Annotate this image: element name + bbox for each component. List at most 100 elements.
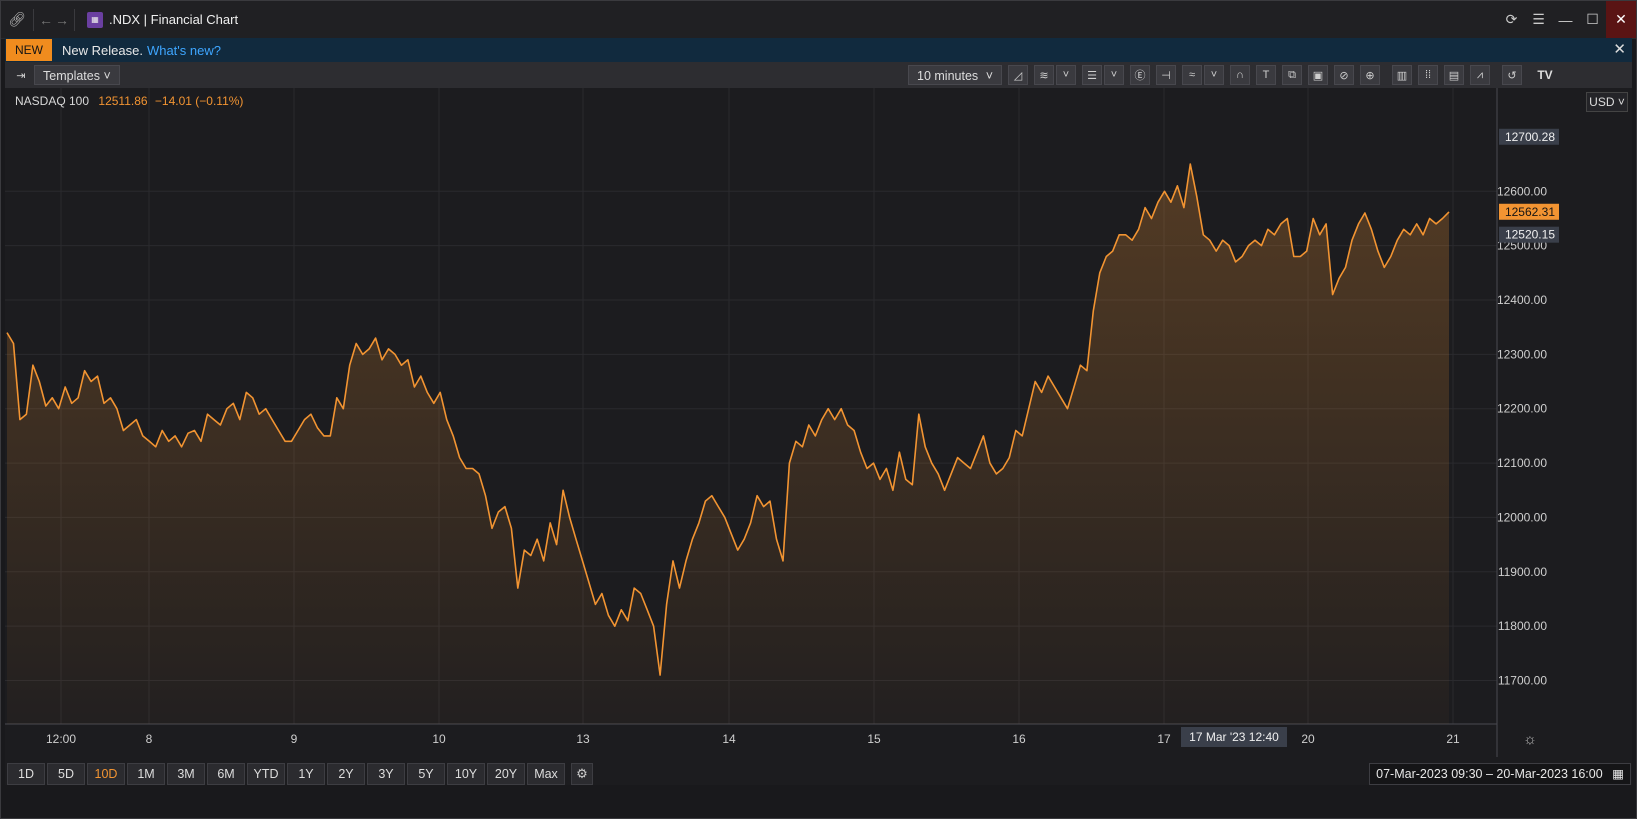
crosshair-icon[interactable]: ⊣ (1156, 65, 1176, 85)
chart-toolbar: ⇥ Templates ˅ 10 minutes ˅ ◿ ≋ ˅ ☰ ˅ Ⓔ ⊣… (5, 62, 1632, 89)
interval-label: 10 minutes (917, 69, 979, 83)
last-price-marker: 12562.31 (1505, 205, 1555, 219)
x-tick-label: 20 (1301, 732, 1315, 746)
x-tick-label: 15 (867, 732, 881, 746)
notification-text: New Release. (62, 42, 143, 58)
events-icon[interactable]: Ⓔ (1130, 65, 1150, 85)
chevron-down-icon[interactable]: ˅ (1204, 65, 1224, 85)
sun-icon[interactable]: ☼ (1523, 731, 1537, 748)
templates-dropdown[interactable]: Templates ˅ (34, 65, 120, 85)
x-tick-label: 14 (722, 732, 736, 746)
new-badge: NEW (6, 39, 52, 61)
currency-dropdown[interactable]: USD ˅ (1586, 92, 1628, 112)
x-tick-label: 10 (432, 732, 446, 746)
erase-icon[interactable]: ⊘ (1334, 65, 1354, 85)
chart-area[interactable]: 12600.00 12500.00 12400.00 12300.00 12200.00… (5, 88, 1632, 757)
minimize-button[interactable]: — (1558, 11, 1573, 28)
y-tick-label: 12000.00 (1497, 510, 1547, 524)
range-button-1d[interactable]: 1D (7, 763, 45, 785)
x-tick-label: 21 (1446, 732, 1460, 746)
high-price-marker: 12700.28 (1505, 130, 1555, 144)
x-tick-label: 8 (146, 732, 153, 746)
date-range-picker[interactable]: 07-Mar-2023 09:30 – 20-Mar-2023 16:00 ▦ (1369, 763, 1631, 785)
y-tick-label: 11900.00 (1498, 565, 1547, 579)
range-button-10d[interactable]: 10D (87, 763, 125, 785)
window-title: .NDX | Financial Chart (109, 12, 239, 27)
y-tick-label: 12100.00 (1497, 456, 1547, 470)
area-chart-icon[interactable]: ◿ (1008, 65, 1028, 85)
y-tick-label: 12200.00 (1497, 402, 1547, 416)
x-tick-label: 13 (576, 732, 590, 746)
shape-icon[interactable]: ⧉ (1282, 65, 1302, 85)
chart-type-icon[interactable]: ≋ (1034, 65, 1054, 85)
range-button-3y[interactable]: 3Y (367, 763, 405, 785)
series-name: NASDAQ 100 (15, 94, 90, 108)
list-icon[interactable]: ☰ (1082, 65, 1102, 85)
layout-icon[interactable]: ▣ (1308, 65, 1328, 85)
range-button-6m[interactable]: 6M (207, 763, 245, 785)
range-button-1m[interactable]: 1M (127, 763, 165, 785)
range-button-5y[interactable]: 5Y (407, 763, 445, 785)
x-tick-label: 12:00 (46, 732, 76, 746)
link-icon[interactable]: 🔗︎ (8, 11, 26, 27)
series-value: 12511.86 (98, 94, 148, 108)
studies-icon[interactable]: ≈ (1182, 65, 1202, 85)
high-price-marker-bg (1499, 128, 1559, 145)
refresh-icon[interactable]: ⟳ (1505, 11, 1518, 27)
range-button-1y[interactable]: 1Y (287, 763, 325, 785)
title-bar: 🔗︎ ← → ▦ .NDX | Financial Chart ⟳ ☰ — ☐ … (1, 1, 1636, 39)
x-tick-label: 9 (291, 732, 298, 746)
series-area-fill (7, 164, 1449, 725)
zoom-icon[interactable]: ⊕ (1360, 65, 1380, 85)
last-price-marker-bg (1499, 203, 1559, 220)
chevron-down-icon[interactable]: ˅ (1104, 65, 1124, 85)
reset-icon[interactable]: ↺ (1502, 65, 1522, 85)
chart-grid-icon: ▦ (87, 11, 103, 28)
divider (74, 8, 75, 31)
menu-icon[interactable]: ☰ (1532, 11, 1545, 27)
calendar-icon: ▦ (1612, 767, 1624, 781)
maximize-button[interactable]: ☐ (1586, 11, 1599, 27)
y-tick-label: 11700.00 (1498, 674, 1547, 688)
range-button-3m[interactable]: 3M (167, 763, 205, 785)
panel-icon[interactable]: ▤ (1444, 65, 1464, 85)
series-legend: NASDAQ 100 12511.86 −14.01 (−0.11%) (15, 94, 243, 108)
interval-dropdown[interactable]: 10 minutes ˅ (908, 65, 1002, 85)
text-icon[interactable]: T (1256, 65, 1276, 85)
range-button-20y[interactable]: 20Y (487, 763, 525, 785)
series-line (6, 163, 1450, 676)
crosshair-label-bg (1181, 727, 1287, 747)
chevron-down-icon[interactable]: ˅ (1056, 65, 1076, 85)
series-change: −14.01 (−0.11%) (154, 94, 244, 108)
bar-chart-icon[interactable]: ▥ (1392, 65, 1412, 85)
panel-toggle-icon[interactable]: ⇥ (16, 69, 26, 82)
magnet-icon[interactable]: ∩ (1230, 65, 1250, 85)
close-icon[interactable]: ✕ (1613, 41, 1626, 58)
y-tick-label: 12600.00 (1497, 184, 1547, 198)
tradingview-logo-icon: TV (1537, 68, 1553, 82)
price-chart[interactable]: 12600.0012500.0012400.0012300.0012200.00… (5, 88, 1632, 757)
range-button-ytd[interactable]: YTD (247, 763, 285, 785)
y-tick-label: 11800.00 (1498, 619, 1547, 633)
date-range-text: 07-Mar-2023 09:30 – 20-Mar-2023 16:00 (1376, 767, 1603, 781)
crosshair-date-label: 17 Mar '23 12:40 (1189, 730, 1279, 744)
range-button-10y[interactable]: 10Y (447, 763, 485, 785)
range-button-5d[interactable]: 5D (47, 763, 85, 785)
forward-arrow-icon[interactable]: → (55, 11, 69, 28)
previous-close-marker-bg (1499, 226, 1559, 243)
grid-icon[interactable]: ⁞⁞ (1418, 65, 1438, 85)
range-button-max[interactable]: Max (527, 763, 565, 785)
y-tick-label: 12300.00 (1497, 347, 1547, 361)
previous-close-marker: 12520.15 (1505, 228, 1555, 242)
chevron-down-icon: ˅ (985, 69, 993, 83)
range-bar: 1D 5D 10D 1M 3M 6M YTD 1Y 2Y 3Y 5Y 10Y 20Y Max ⚙ 07-M… (5, 757, 1632, 785)
gear-icon[interactable]: ⚙ (571, 763, 593, 785)
back-arrow-icon[interactable]: ← (39, 11, 53, 28)
range-button-2y[interactable]: 2Y (327, 763, 365, 785)
close-button[interactable]: ✕ (1606, 1, 1636, 38)
whats-new-link[interactable]: What's new? (146, 42, 221, 58)
x-tick-label: 17 (1157, 732, 1171, 746)
x-tick-label: 16 (1012, 732, 1026, 746)
compare-icon[interactable]: ⩘ (1470, 65, 1490, 85)
